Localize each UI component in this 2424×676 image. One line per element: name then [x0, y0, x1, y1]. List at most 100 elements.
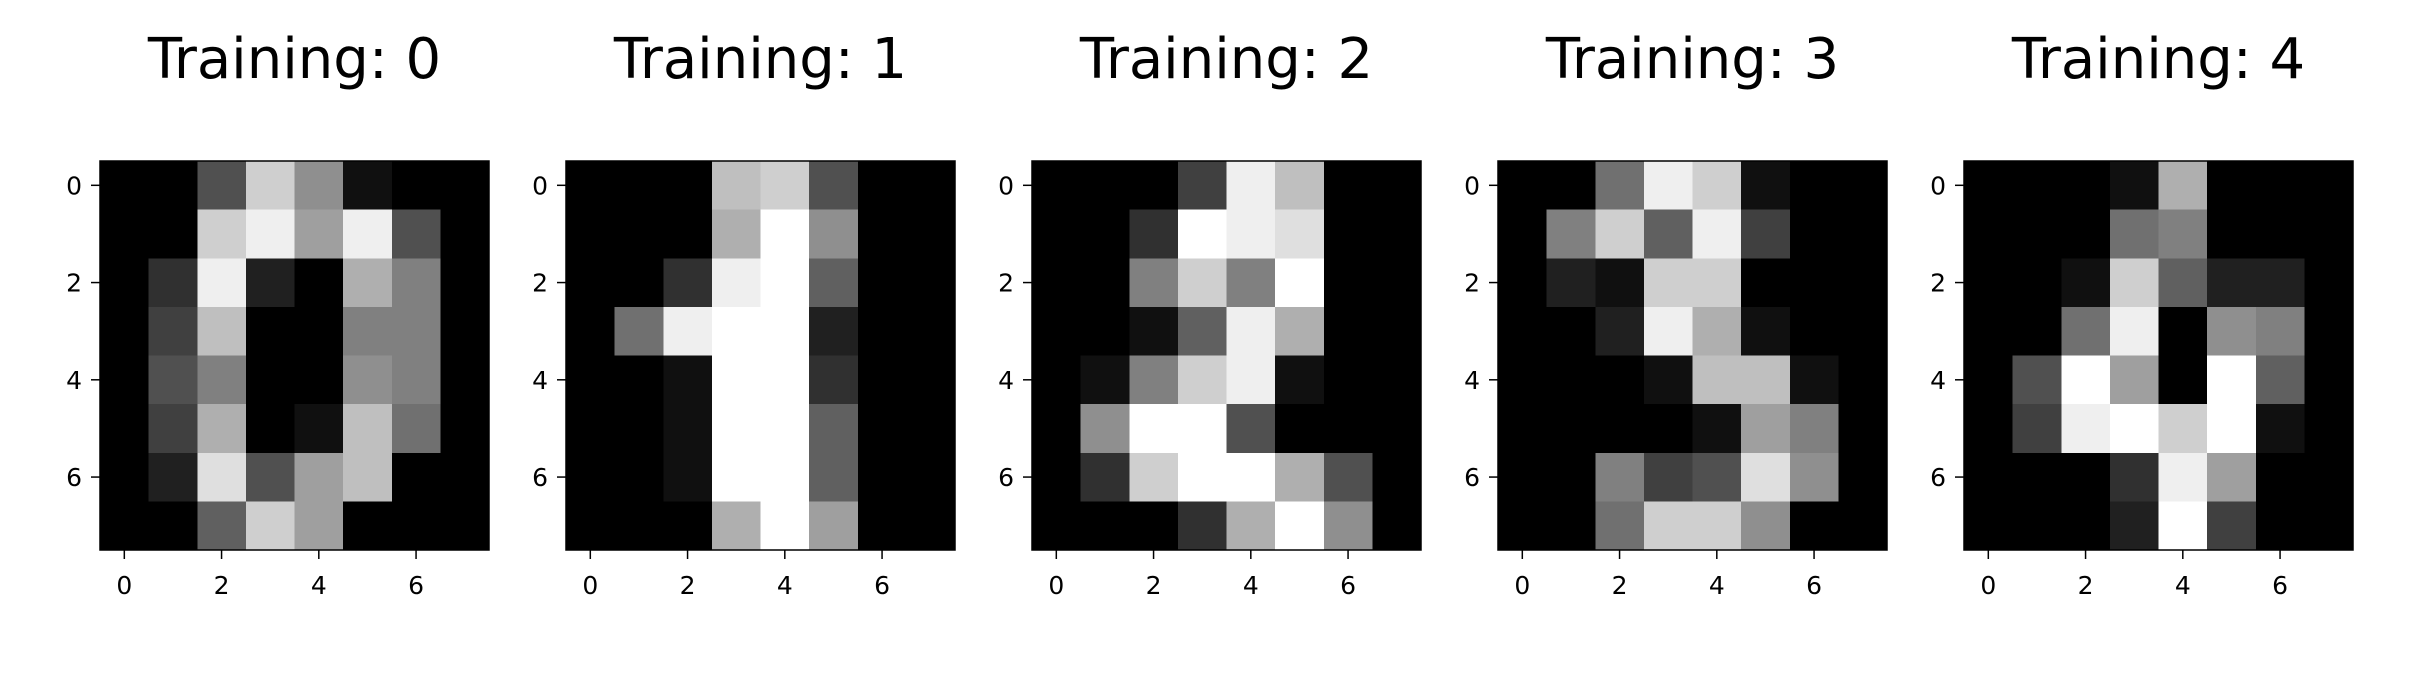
heatmap-cell — [2207, 452, 2257, 502]
heatmap-cell — [391, 209, 441, 259]
heatmap-cell — [1226, 355, 1276, 405]
heatmap-cell — [906, 404, 956, 454]
heatmap-cell — [2304, 452, 2354, 502]
heatmap-cell — [148, 161, 198, 211]
y-tick-label: 4 — [1930, 366, 1946, 395]
heatmap-cell — [663, 306, 713, 357]
heatmap-cell — [2061, 501, 2111, 551]
heatmap-cell — [614, 209, 664, 259]
heatmap-cell — [245, 355, 296, 405]
heatmap-cell — [2061, 161, 2111, 211]
heatmap-cell — [1741, 258, 1791, 308]
x-tick-label: 4 — [1243, 571, 1259, 600]
heatmap-cell — [1643, 452, 1694, 502]
heatmap-cell — [100, 306, 150, 357]
heatmap-cell — [1595, 452, 1645, 502]
y-tick-label: 6 — [1464, 463, 1480, 492]
heatmap-cell — [1080, 452, 1130, 502]
x-tick-label: 0 — [1980, 571, 1996, 600]
heatmap-cell — [2109, 306, 2160, 357]
heatmap-cell — [2158, 452, 2208, 502]
heatmap-cells — [1032, 161, 1422, 551]
heatmap-cell — [1546, 404, 1596, 454]
heatmap-cell — [100, 161, 150, 211]
digit-panel: Training: 4 0 2 4 6 0 2 4 6 — [1930, 27, 2354, 600]
heatmap-cell — [1226, 452, 1276, 502]
heatmap-cell — [1275, 501, 1325, 551]
heatmap-cell — [1323, 404, 1373, 454]
heatmap-cell — [1323, 306, 1373, 357]
heatmap-cell — [1080, 161, 1130, 211]
heatmap-cell — [1595, 209, 1645, 259]
heatmap-cell — [1838, 161, 1888, 211]
heatmap-cell — [1129, 452, 1179, 502]
heatmap-cell — [1546, 258, 1596, 308]
heatmap-cell — [1546, 501, 1596, 551]
heatmap-cell — [2304, 209, 2354, 259]
heatmap-cell — [614, 258, 664, 308]
heatmap-cell — [809, 501, 859, 551]
heatmap-cell — [1741, 404, 1791, 454]
heatmap-cell — [1323, 501, 1373, 551]
heatmap-cell — [1372, 501, 1422, 551]
heatmap-cell — [1643, 258, 1694, 308]
panel-title: Training: 0 — [147, 27, 441, 92]
heatmap-cell — [2109, 404, 2160, 454]
heatmap-cell — [391, 161, 441, 211]
heatmap-cell — [906, 161, 956, 211]
y-tick-label: 4 — [998, 366, 1014, 395]
heatmap-cell — [1789, 306, 1839, 357]
heatmap-cell — [1226, 258, 1276, 308]
heatmap-cell — [294, 258, 344, 308]
heatmap-cell — [1498, 501, 1548, 551]
heatmap-cell — [809, 258, 859, 308]
heatmap-cell — [1546, 452, 1596, 502]
heatmap-cell — [1129, 258, 1179, 308]
heatmap-cell — [391, 452, 441, 502]
heatmap-cell — [294, 209, 344, 259]
heatmap-cell — [2109, 209, 2160, 259]
heatmap-cell — [1964, 452, 2014, 502]
heatmap-cell — [1372, 306, 1422, 357]
heatmap-cell — [148, 355, 198, 405]
heatmap-cell — [245, 452, 296, 502]
heatmap-cell — [1595, 404, 1645, 454]
heatmap-cell — [197, 501, 247, 551]
x-tick-label: 6 — [1806, 571, 1822, 600]
heatmap-cell — [1226, 161, 1276, 211]
heatmap-cell — [1275, 355, 1325, 405]
heatmap-cell — [1032, 306, 1082, 357]
x-tick-label: 6 — [408, 571, 424, 600]
digit-panel: Training: 2 0 2 4 6 0 2 4 6 — [998, 27, 1422, 600]
heatmap-cell — [711, 355, 762, 405]
heatmap-cell — [2012, 501, 2062, 551]
heatmap-cell — [197, 209, 247, 259]
heatmap-cell — [1789, 161, 1839, 211]
heatmap-cell — [2012, 161, 2062, 211]
heatmap-cell — [1643, 306, 1694, 357]
heatmap-cell — [2109, 258, 2160, 308]
y-tick-label: 0 — [998, 171, 1014, 200]
heatmap-cell — [2061, 355, 2111, 405]
y-tick-label: 0 — [1930, 171, 1946, 200]
heatmap-cell — [809, 306, 859, 357]
heatmap-cell — [148, 452, 198, 502]
x-tick-label: 2 — [1612, 571, 1628, 600]
heatmap-cell — [2255, 306, 2305, 357]
heatmap-cell — [1692, 501, 1742, 551]
heatmap-cell — [1275, 404, 1325, 454]
heatmap-cell — [711, 452, 762, 502]
heatmap-cell — [1838, 404, 1888, 454]
heatmap-cell — [1226, 501, 1276, 551]
x-tick-label: 6 — [1340, 571, 1356, 600]
x-tick-label: 2 — [2078, 571, 2094, 600]
heatmap-cell — [1177, 209, 1228, 259]
heatmap-cell — [760, 209, 810, 259]
heatmap-cell — [2255, 404, 2305, 454]
heatmap-cell — [1275, 209, 1325, 259]
heatmap-cell — [245, 501, 296, 551]
heatmap-cell — [2061, 404, 2111, 454]
heatmap-cell — [1032, 501, 1082, 551]
axes-frame — [1031, 160, 1422, 551]
heatmap-cell — [1692, 258, 1742, 308]
